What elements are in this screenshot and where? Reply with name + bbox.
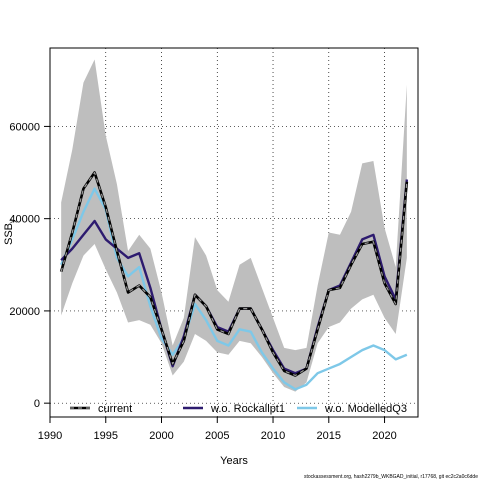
y-tick-label-20000: 20000 — [9, 306, 40, 318]
legend-label-w-o-modelledq3: w.o. ModelledQ3 — [324, 403, 407, 415]
legend-label-w-o-rockallpt1: w.o. Rockallpt1 — [210, 403, 285, 415]
y-axis-label-main: SSB — [3, 223, 15, 245]
confidence-band — [61, 59, 407, 392]
series-lines — [59, 171, 409, 391]
x-tick-label-2000: 2000 — [149, 430, 173, 442]
y-tick-label-0: 0 — [34, 398, 40, 410]
legend: current w.o. Rockallpt1 w.o. ModelledQ3 — [70, 403, 407, 415]
y-axis-label-subscript: y — [8, 219, 17, 223]
footer-text: stockassessment.org, hash2279b_WKBGAD_in… — [304, 474, 478, 480]
y-tick-label-40000: 40000 — [9, 214, 40, 226]
legend-label-current: current — [98, 403, 132, 415]
x-tick-label-2005: 2005 — [205, 430, 229, 442]
x-axis-label: Years — [220, 455, 248, 467]
confidence-band-area — [61, 59, 407, 392]
x-axis: 1990 1995 2000 2005 2010 2015 2020 — [38, 416, 397, 442]
x-tick-label-1995: 1995 — [94, 430, 118, 442]
x-tick-label-2015: 2015 — [317, 430, 341, 442]
x-tick-label-1990: 1990 — [38, 430, 62, 442]
x-tick-label-2010: 2010 — [261, 430, 285, 442]
series-line-current — [60, 171, 408, 377]
y-tick-label-60000: 60000 — [9, 121, 40, 133]
y-axis-label: SSBy — [3, 219, 17, 245]
x-tick-label-2020: 2020 — [372, 430, 396, 442]
y-axis: 0 20000 40000 60000 — [9, 121, 51, 410]
